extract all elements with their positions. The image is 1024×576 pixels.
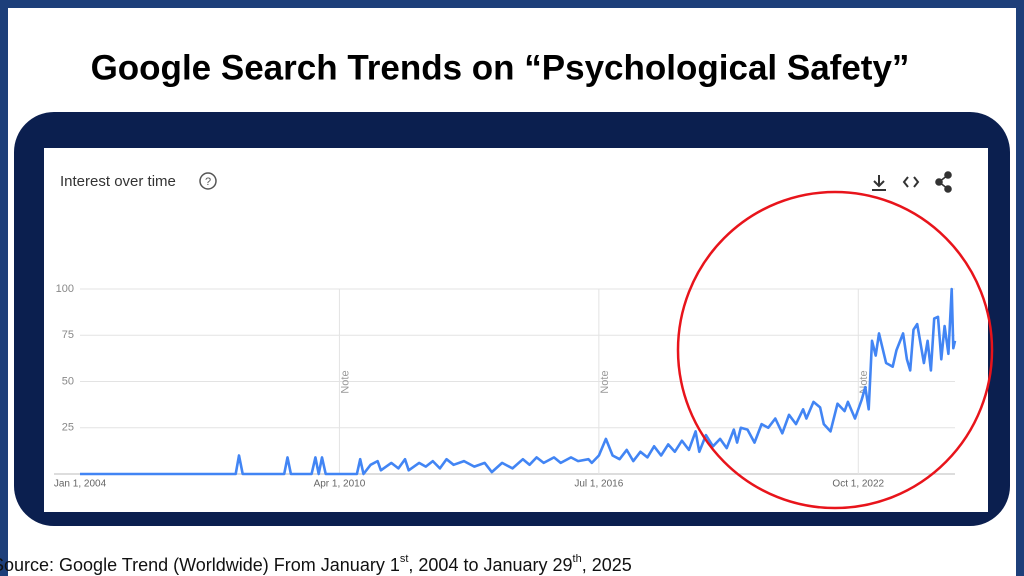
x-tick-label: Oct 1, 2022 (832, 479, 884, 490)
plot: 25 50 75 100 Jan 1, 2004 Apr 1, 2010 Jul 1, 20… (54, 283, 957, 490)
x-tick-label: Jan 1, 2004 (54, 479, 107, 490)
y-tick-label: 100 (56, 283, 74, 295)
superscript: th (573, 553, 582, 565)
highlight-circle (676, 190, 994, 510)
trend-line (80, 287, 957, 476)
source-text: Source: Google Trend (Worldwide) From Ja… (0, 555, 400, 575)
chart-title: Interest over time (60, 173, 176, 190)
source-note: Source: Google Trend (Worldwide) From Ja… (0, 553, 632, 575)
x-tick-label: Apr 1, 2010 (314, 479, 366, 490)
y-tick-label: 75 (62, 329, 74, 341)
y-tick-label: 50 (62, 375, 74, 387)
source-text: , 2004 to January 29 (408, 555, 572, 575)
note-label: Note (858, 370, 870, 393)
note-label: Note (599, 370, 611, 393)
superscript: st (400, 553, 409, 565)
note-label: Note (339, 370, 351, 393)
chart-panel (44, 148, 988, 512)
embed-icon[interactable] (902, 176, 920, 188)
y-tick-label: 25 (62, 422, 74, 434)
download-icon[interactable] (872, 175, 886, 191)
x-tick-label: Jul 1, 2016 (574, 479, 623, 490)
svg-text:?: ? (205, 176, 211, 188)
help-icon[interactable]: ? (199, 172, 217, 190)
share-icon[interactable] (935, 171, 952, 193)
slide-title: Google Search Trends on “Psychological S… (91, 48, 910, 87)
source-text: , 2025 (582, 555, 632, 575)
